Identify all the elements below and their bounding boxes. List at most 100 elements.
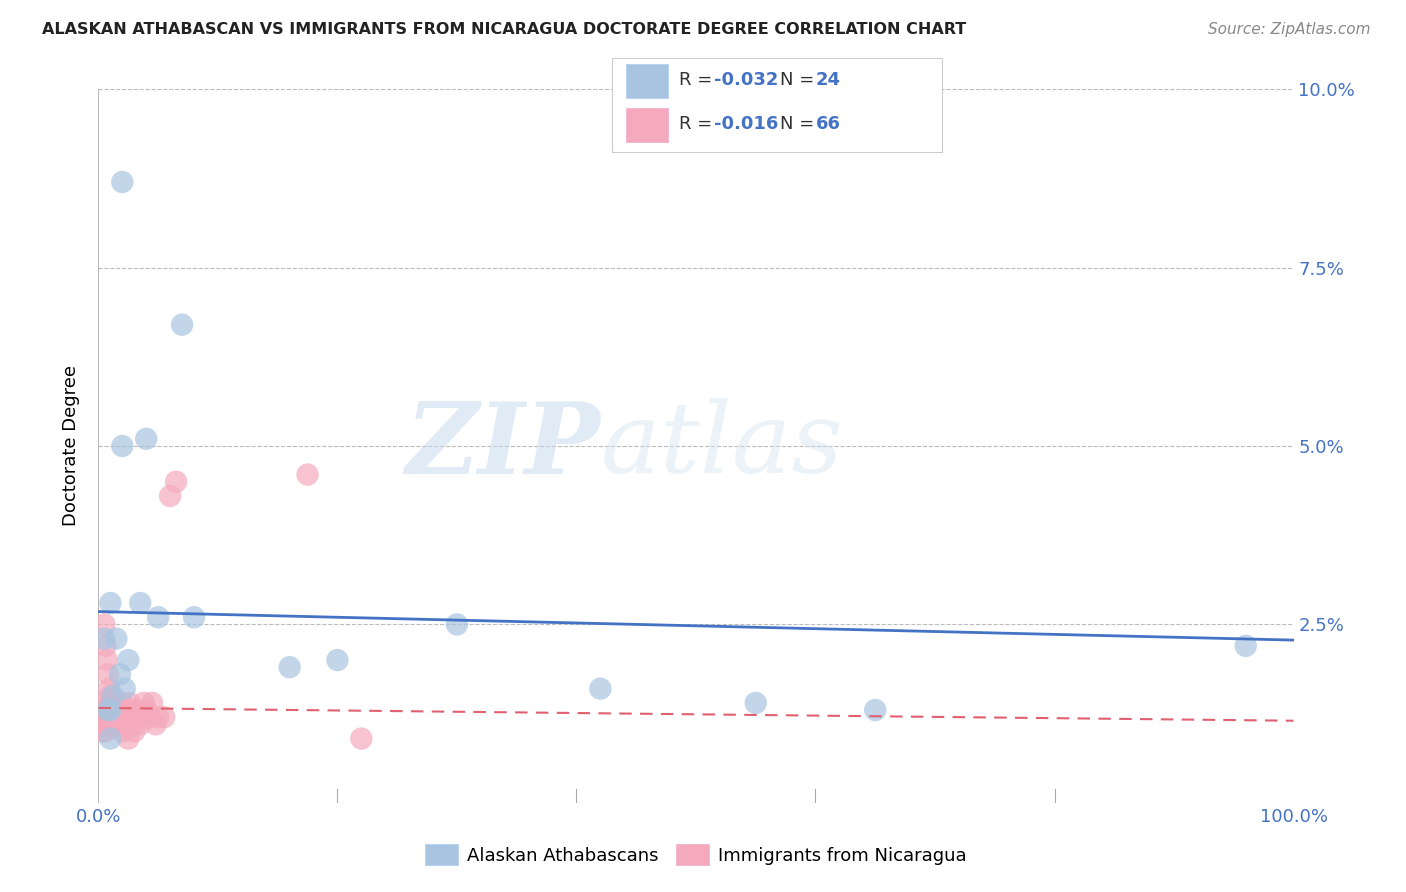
Point	[125, 710, 148, 724]
Point	[98, 689, 122, 703]
Point	[104, 710, 127, 724]
Point	[589, 681, 612, 696]
Point	[745, 696, 768, 710]
Point	[94, 710, 117, 724]
Point	[105, 703, 128, 717]
Point	[108, 667, 131, 681]
Point	[114, 681, 136, 696]
Point	[111, 175, 134, 189]
Point	[117, 703, 139, 717]
Point	[98, 703, 122, 717]
Point	[96, 717, 118, 731]
Text: Source: ZipAtlas.com: Source: ZipAtlas.com	[1208, 22, 1371, 37]
Point	[183, 610, 205, 624]
Text: -0.032: -0.032	[714, 71, 779, 89]
Point	[101, 710, 124, 724]
Legend: Alaskan Athabascans, Immigrants from Nicaragua: Alaskan Athabascans, Immigrants from Nic…	[418, 837, 974, 872]
Point	[91, 710, 114, 724]
Point	[118, 696, 141, 710]
Point	[145, 717, 167, 731]
Point	[135, 432, 157, 446]
Point	[105, 696, 128, 710]
Point	[101, 703, 124, 717]
Point	[107, 703, 129, 717]
Point	[129, 717, 152, 731]
Point	[107, 717, 129, 731]
Point	[111, 724, 134, 739]
Point	[91, 710, 114, 724]
Point	[98, 710, 121, 724]
Text: N =: N =	[780, 115, 820, 134]
Point	[138, 710, 160, 724]
Point	[97, 667, 120, 681]
Text: N =: N =	[780, 71, 820, 89]
Text: -0.016: -0.016	[714, 115, 779, 134]
Point	[96, 703, 118, 717]
Point	[93, 632, 115, 646]
Point	[93, 617, 115, 632]
Point	[110, 696, 132, 710]
Point	[98, 703, 122, 717]
Point	[103, 717, 125, 731]
Text: ALASKAN ATHABASCAN VS IMMIGRANTS FROM NICARAGUA DOCTORATE DEGREE CORRELATION CHA: ALASKAN ATHABASCAN VS IMMIGRANTS FROM NI…	[42, 22, 966, 37]
Point	[98, 731, 122, 746]
Point	[97, 703, 120, 717]
Point	[107, 710, 129, 724]
Point	[135, 703, 157, 717]
Point	[120, 710, 142, 724]
Point	[101, 689, 124, 703]
Point	[93, 696, 115, 710]
Text: R =: R =	[679, 71, 718, 89]
Point	[103, 696, 125, 710]
Point	[326, 653, 349, 667]
Text: atlas: atlas	[600, 399, 844, 493]
Point	[100, 696, 122, 710]
Point	[98, 717, 121, 731]
Point	[108, 703, 131, 717]
Point	[115, 717, 138, 731]
Point	[148, 710, 170, 724]
Point	[124, 724, 146, 739]
Point	[114, 710, 136, 724]
Point	[93, 717, 115, 731]
Point	[94, 639, 117, 653]
Point	[129, 596, 152, 610]
Text: 66: 66	[815, 115, 841, 134]
Point	[165, 475, 187, 489]
Point	[107, 703, 129, 717]
Point	[96, 653, 118, 667]
Text: R =: R =	[679, 115, 718, 134]
Point	[104, 717, 127, 731]
Text: 24: 24	[815, 71, 841, 89]
Point	[1234, 639, 1257, 653]
Point	[297, 467, 319, 482]
Point	[172, 318, 194, 332]
Point	[91, 724, 114, 739]
Point	[98, 596, 122, 610]
Point	[101, 710, 124, 724]
Point	[446, 617, 468, 632]
Point	[112, 703, 135, 717]
Point	[132, 696, 155, 710]
Point	[108, 710, 131, 724]
Point	[111, 710, 134, 724]
Point	[100, 710, 122, 724]
Point	[94, 724, 117, 739]
Point	[117, 653, 139, 667]
Point	[124, 703, 146, 717]
Point	[121, 717, 143, 731]
Point	[98, 703, 122, 717]
Point	[91, 703, 114, 717]
Point	[141, 696, 163, 710]
Point	[148, 610, 170, 624]
Point	[159, 489, 181, 503]
Text: ZIP: ZIP	[405, 398, 600, 494]
Point	[278, 660, 301, 674]
Y-axis label: Doctorate Degree: Doctorate Degree	[62, 366, 80, 526]
Point	[105, 632, 128, 646]
Point	[97, 703, 120, 717]
Point	[153, 710, 176, 724]
Point	[104, 703, 127, 717]
Point	[111, 439, 134, 453]
Point	[97, 710, 120, 724]
